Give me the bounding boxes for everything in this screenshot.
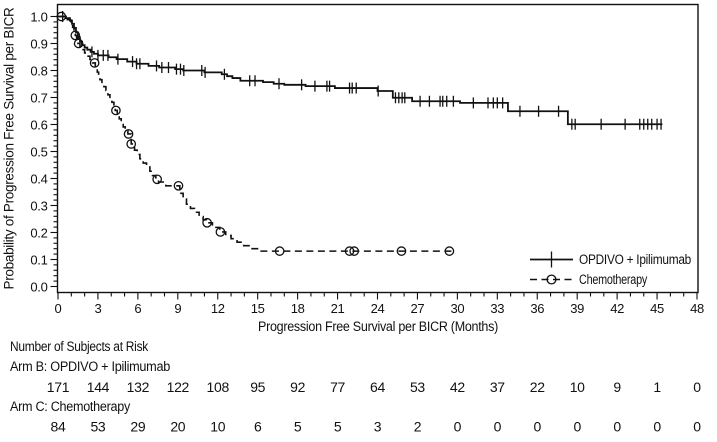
censor-circle-mark (202, 217, 212, 228)
risk-value-arm-b: 10 (570, 379, 585, 395)
legend-label-opdivo-ipilimumab: OPDIVO + Ipilimumab (579, 252, 691, 267)
risk-value-arm-b: 37 (490, 379, 505, 395)
censor-circle-mark (123, 129, 134, 139)
x-axis-tick-label: 27 (411, 301, 425, 316)
x-axis-tick-label: 24 (371, 301, 385, 316)
y-axis-tick-label: 0.1 (30, 252, 47, 267)
risk-value-arm-b: 95 (250, 379, 265, 395)
risk-value-arm-c: 29 (130, 419, 145, 435)
x-axis-tick-label: 33 (490, 301, 504, 316)
risk-value-arm-c: 0 (573, 419, 581, 435)
risk-value-arm-b: 122 (167, 379, 190, 395)
km-curve-chemotherapy (58, 15, 453, 252)
y-axis-tick-label: 0.2 (30, 225, 47, 240)
x-axis-tick-label: 30 (450, 301, 464, 316)
risk-value-arm-c: 10 (210, 419, 225, 435)
risk-value-arm-c: 0 (494, 419, 502, 435)
risk-table-title: Number of Subjects at Risk (10, 339, 148, 354)
x-axis-tick-label: 21 (331, 301, 345, 316)
risk-value-arm-b: 77 (330, 379, 345, 395)
x-axis-tick-label: 48 (690, 301, 704, 316)
risk-value-arm-c: 0 (693, 419, 701, 435)
risk-value-arm-b: 171 (47, 379, 70, 395)
x-axis-tick-label: 12 (211, 301, 225, 316)
risk-value-arm-c: 84 (51, 419, 66, 435)
censor-circle-mark (56, 11, 67, 22)
risk-value-arm-b: 42 (450, 379, 465, 395)
censor-circle-mark (215, 227, 226, 237)
x-axis-title: Progression Free Survival per BICR (Mont… (258, 319, 498, 334)
censor-circle-mark (73, 38, 84, 49)
risk-value-arm-c: 53 (90, 419, 105, 435)
y-axis-tick-label: 0.9 (30, 36, 47, 51)
censor-circle-mark (173, 180, 184, 191)
x-axis-tick-label: 18 (291, 301, 305, 316)
x-axis-tick-label: 39 (570, 301, 584, 316)
x-axis-tick-label: 0 (55, 301, 62, 316)
risk-value-arm-c: 3 (374, 419, 382, 435)
y-axis-tick-label: 0.8 (30, 63, 47, 78)
y-axis-tick-label: 0.5 (30, 144, 47, 159)
risk-value-arm-b: 22 (530, 379, 545, 395)
risk-value-arm-b: 0 (693, 379, 701, 395)
risk-value-arm-c: 5 (334, 419, 342, 435)
x-axis-tick-label: 45 (650, 301, 664, 316)
risk-value-arm-b: 108 (207, 379, 230, 395)
censor-circle-mark (70, 30, 81, 41)
risk-value-arm-b: 53 (410, 379, 425, 395)
y-axis-title: Probability of Progression Free Survival… (2, 7, 17, 290)
x-axis-tick-label: 36 (530, 301, 544, 316)
x-axis-tick-label: 6 (134, 301, 141, 316)
risk-value-arm-b: 132 (127, 379, 150, 395)
risk-value-arm-c: 0 (454, 419, 462, 435)
x-axis-tick-label: 3 (94, 301, 101, 316)
risk-value-arm-c: 2 (414, 419, 422, 435)
risk-row-label-arm-c: Arm C: Chemotherapy (10, 399, 130, 414)
y-axis-tick-label: 0.7 (30, 90, 47, 105)
risk-value-arm-c: 6 (254, 419, 262, 435)
censor-circle-mark (111, 105, 121, 116)
censor-circle-mark (396, 246, 407, 256)
censor-circle-mark (274, 246, 285, 256)
y-axis-tick-label: 0.6 (30, 117, 47, 132)
censor-circle-mark (152, 174, 163, 185)
legend-label-chemotherapy: Chemotherapy (579, 272, 647, 287)
risk-value-arm-c: 0 (653, 419, 661, 435)
y-axis-tick-label: 0.4 (30, 171, 47, 186)
risk-value-arm-b: 9 (613, 379, 621, 395)
censor-circle-mark (344, 246, 355, 256)
risk-value-arm-c: 0 (613, 419, 621, 435)
censor-circle-mark (349, 246, 360, 256)
risk-row-label-arm-b: Arm B: OPDIVO + Ipilimumab (10, 359, 170, 374)
censor-circle-mark (444, 246, 455, 256)
plot-frame (56, 3, 699, 294)
censor-circle-mark (89, 58, 100, 68)
y-axis-tick-label: 0.3 (30, 198, 47, 213)
x-axis-tick-label: 42 (610, 301, 624, 316)
risk-value-arm-b: 64 (370, 379, 385, 395)
risk-value-arm-c: 20 (170, 419, 185, 435)
legend-circle-marker (546, 274, 557, 285)
risk-value-arm-c: 5 (294, 419, 302, 435)
risk-value-arm-b: 1 (653, 379, 661, 395)
risk-value-arm-c: 0 (534, 419, 542, 435)
x-axis-tick-label: 9 (174, 301, 181, 316)
y-axis-tick-label: 1.0 (30, 9, 47, 24)
risk-value-arm-b: 92 (290, 379, 305, 395)
y-axis-tick-label: 0.0 (30, 279, 47, 294)
censor-circle-mark (126, 139, 137, 149)
x-axis-tick-label: 15 (251, 301, 265, 316)
risk-value-arm-b: 144 (87, 379, 110, 395)
km-curve-opdivo-ipilimumab (58, 15, 663, 126)
